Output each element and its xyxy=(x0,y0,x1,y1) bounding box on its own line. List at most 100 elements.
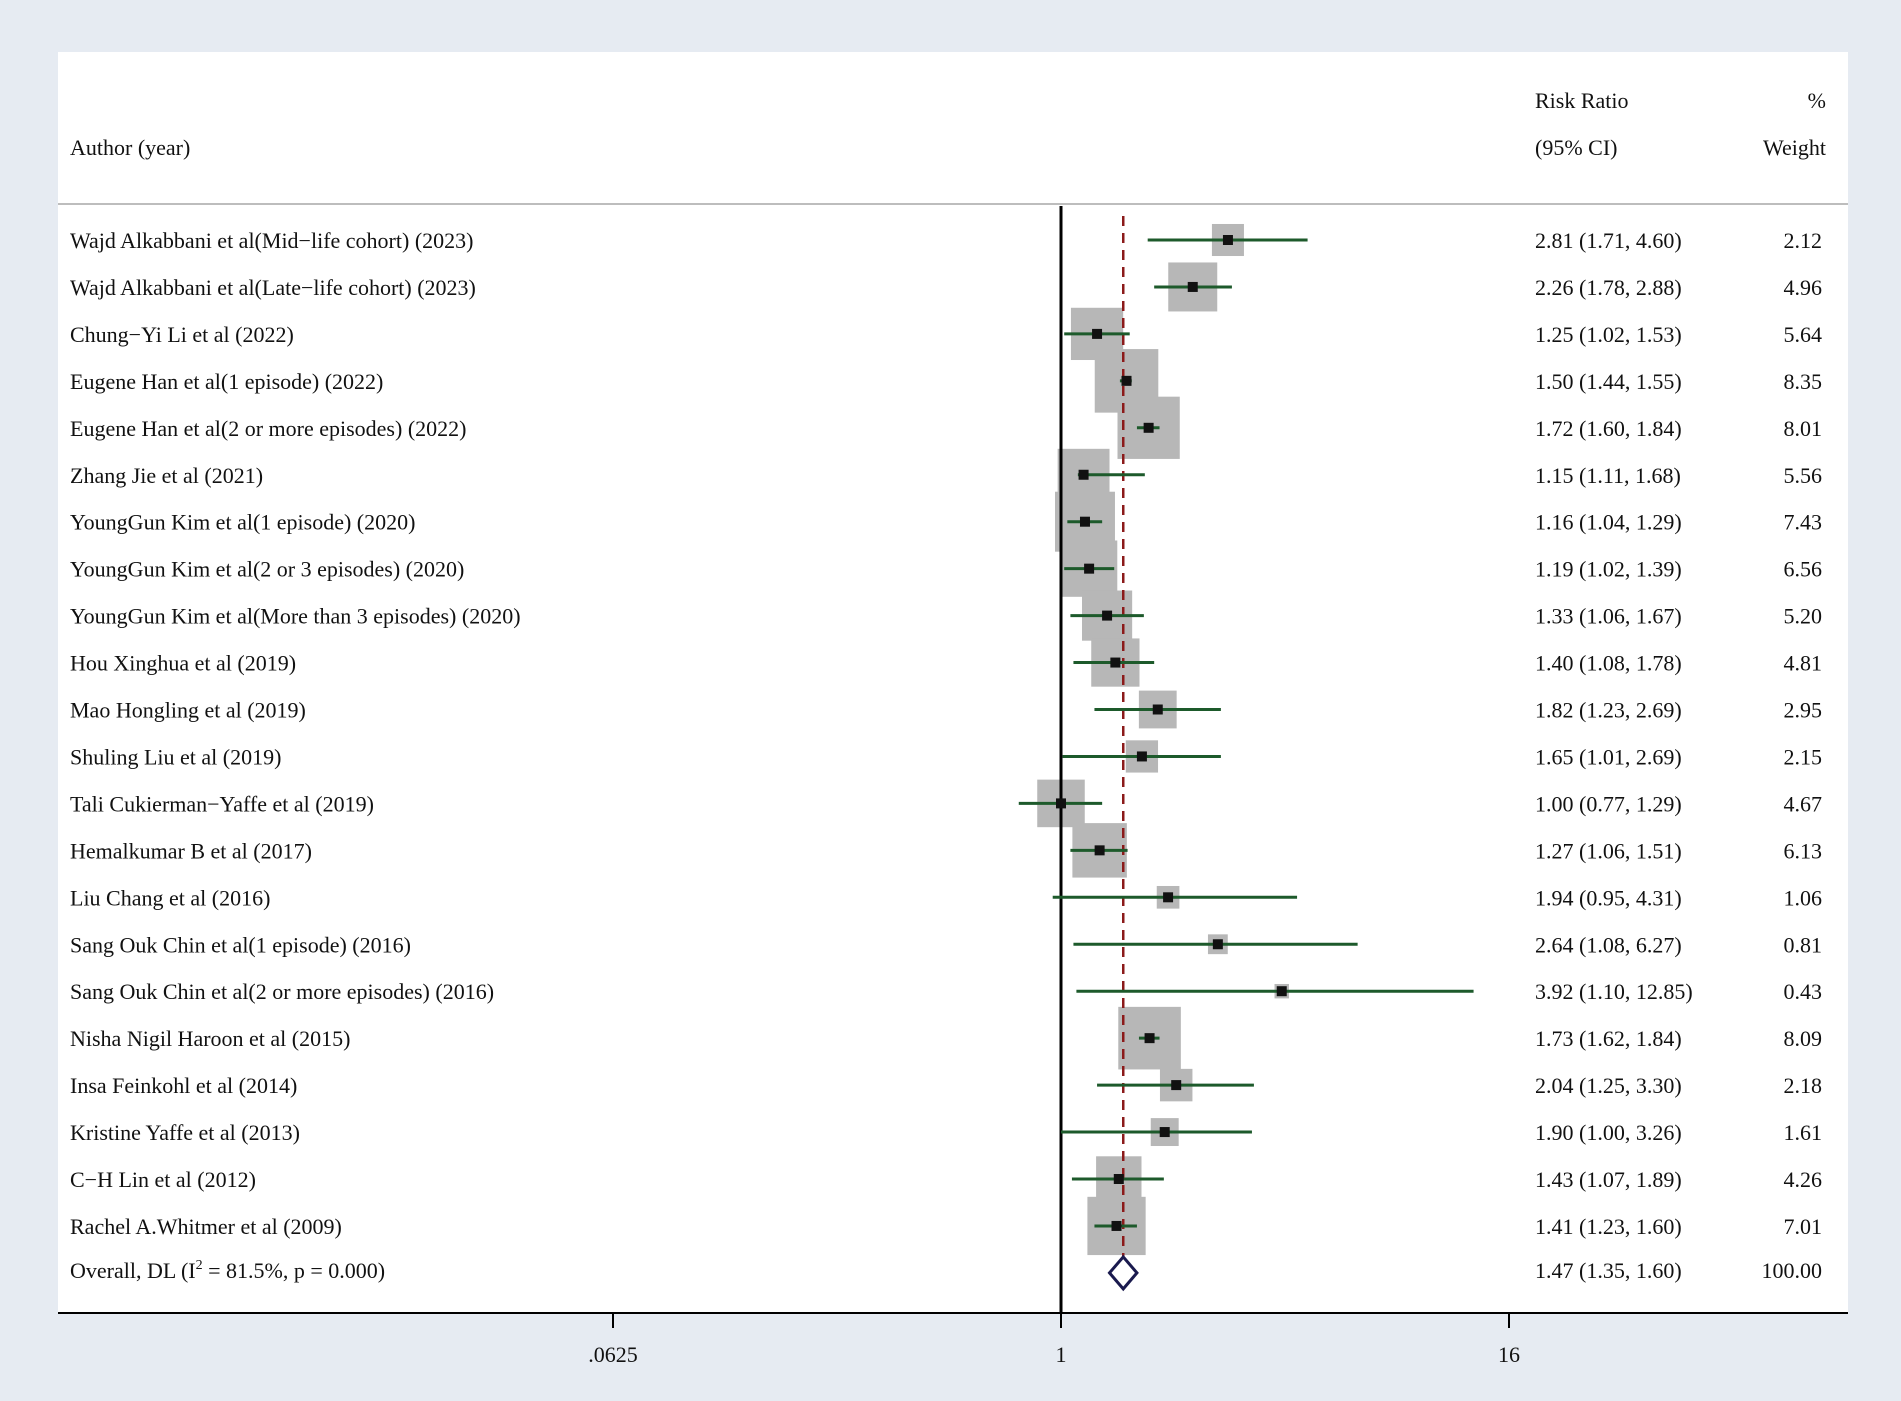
point-estimate xyxy=(1171,1080,1182,1091)
point-estimate xyxy=(1079,516,1090,527)
study-weight-value: 4.96 xyxy=(1784,275,1823,300)
header-author: Author (year) xyxy=(70,135,190,160)
study-label: Sang Ouk Chin et al(2 or more episodes) … xyxy=(70,979,494,1004)
point-estimate xyxy=(1102,610,1113,621)
header-ci: (95% CI) xyxy=(1535,135,1617,160)
header-percent: % xyxy=(1808,88,1826,113)
study-ci-value: 1.50 (1.44, 1.55) xyxy=(1535,369,1682,394)
overall-weight-value: 100.00 xyxy=(1762,1258,1823,1283)
study-label: YoungGun Kim et al(More than 3 episodes)… xyxy=(70,604,521,629)
study-weight-value: 2.18 xyxy=(1784,1073,1823,1098)
study-label: Kristine Yaffe et al (2013) xyxy=(70,1120,300,1145)
study-ci-value: 1.25 (1.02, 1.53) xyxy=(1535,322,1682,347)
study-label: YoungGun Kim et al(2 or 3 episodes) (202… xyxy=(70,557,464,582)
study-label: Rachel A.Whitmer et al (2009) xyxy=(70,1214,342,1239)
point-estimate xyxy=(1159,1127,1170,1138)
weight-values: 2.12 4.96 5.64 8.35 8.01 5.56 7.43 6.56 5.20 4.81… xyxy=(1784,228,1823,1239)
study-weight-value: 2.95 xyxy=(1784,698,1823,723)
study-ci-value: 1.33 (1.06, 1.67) xyxy=(1535,604,1682,629)
overall-label-prefix: Overall, DL (I xyxy=(70,1258,196,1283)
point-estimate xyxy=(1187,281,1198,292)
study-ci-value: 1.27 (1.06, 1.51) xyxy=(1535,838,1682,863)
study-label: Mao Hongling et al (2019) xyxy=(70,698,306,723)
study-label: Liu Chang et al (2016) xyxy=(70,885,270,910)
header-weight: Weight xyxy=(1763,135,1826,160)
study-weight-value: 4.26 xyxy=(1784,1167,1823,1192)
study-ci-value: 2.26 (1.78, 2.88) xyxy=(1535,275,1682,300)
study-weight-value: 5.20 xyxy=(1784,604,1823,629)
study-label: Zhang Jie et al (2021) xyxy=(70,463,263,488)
study-weight-value: 7.43 xyxy=(1784,510,1823,535)
point-estimate xyxy=(1094,845,1105,856)
study-ci-value: 2.04 (1.25, 3.30) xyxy=(1535,1073,1682,1098)
x-axis-ticks: .0625 1 16 xyxy=(588,1313,1520,1367)
study-ci-value: 1.15 (1.11, 1.68) xyxy=(1535,463,1681,488)
study-label: Wajd Alkabbani et al(Late−life cohort) (… xyxy=(70,275,476,300)
study-ci-value: 1.90 (1.00, 3.26) xyxy=(1535,1120,1682,1145)
study-weight-value: 6.56 xyxy=(1784,557,1823,582)
header-risk-ratio: Risk Ratio xyxy=(1535,88,1629,113)
study-label: Eugene Han et al(2 or more episodes) (20… xyxy=(70,416,466,441)
study-ci-value: 1.00 (0.77, 1.29) xyxy=(1535,791,1682,816)
study-ci-value: 1.43 (1.07, 1.89) xyxy=(1535,1167,1682,1192)
study-weight-value: 5.56 xyxy=(1784,463,1823,488)
study-weight-value: 8.01 xyxy=(1784,416,1823,441)
plot-panel xyxy=(58,52,1848,1313)
study-label: Eugene Han et al(1 episode) (2022) xyxy=(70,369,383,394)
study-ci-value: 3.92 (1.10, 12.85) xyxy=(1535,979,1693,1004)
study-labels: Wajd Alkabbani et al(Mid−life cohort) (2… xyxy=(70,228,521,1239)
overall-label: Overall, DL (I2 = 81.5%, p = 0.000) xyxy=(70,1258,385,1283)
ci-values: 2.81 (1.71, 4.60) 2.26 (1.78, 2.88) 1.25 (… xyxy=(1535,228,1693,1239)
point-estimate xyxy=(1078,469,1089,480)
point-estimate xyxy=(1144,1033,1155,1044)
overall-label-suffix: = 81.5%, p = 0.000) xyxy=(203,1258,385,1283)
x-tick-label: 16 xyxy=(1498,1342,1520,1367)
point-estimate xyxy=(1163,892,1174,903)
study-label: Wajd Alkabbani et al(Mid−life cohort) (2… xyxy=(70,228,473,253)
point-estimate xyxy=(1276,986,1287,997)
point-estimate xyxy=(1222,235,1233,245)
point-estimate xyxy=(1121,375,1132,386)
study-weight-value: 4.67 xyxy=(1784,791,1823,816)
study-ci-value: 1.94 (0.95, 4.31) xyxy=(1535,885,1682,910)
point-estimate xyxy=(1111,1220,1122,1231)
point-estimate xyxy=(1056,798,1066,809)
x-tick-label: .0625 xyxy=(588,1342,638,1367)
study-ci-value: 2.64 (1.08, 6.27) xyxy=(1535,932,1682,957)
study-weight-value: 5.64 xyxy=(1784,322,1823,347)
study-label: Hemalkumar B et al (2017) xyxy=(70,838,312,863)
point-estimate xyxy=(1084,563,1095,574)
study-ci-value: 1.65 (1.01, 2.69) xyxy=(1535,744,1682,769)
study-ci-value: 1.19 (1.02, 1.39) xyxy=(1535,557,1682,582)
study-ci-value: 1.72 (1.60, 1.84) xyxy=(1535,416,1682,441)
study-weight-value: 7.01 xyxy=(1784,1214,1823,1239)
study-ci-value: 1.40 (1.08, 1.78) xyxy=(1535,651,1682,676)
overall-label-sup: 2 xyxy=(196,1258,203,1273)
study-ci-value: 2.81 (1.71, 4.60) xyxy=(1535,228,1682,253)
study-weight-value: 6.13 xyxy=(1784,838,1823,863)
study-weight-value: 8.09 xyxy=(1784,1026,1823,1051)
point-estimate xyxy=(1113,1174,1124,1184)
point-estimate xyxy=(1152,704,1163,715)
study-weight-value: 8.35 xyxy=(1784,369,1823,394)
study-weight-value: 0.43 xyxy=(1784,979,1823,1004)
study-label: Chung−Yi Li et al (2022) xyxy=(70,322,294,347)
study-label: Sang Ouk Chin et al(1 episode) (2016) xyxy=(70,932,411,957)
point-estimates xyxy=(1056,235,1287,1231)
point-estimate xyxy=(1110,657,1121,668)
study-label: Tali Cukierman−Yaffe et al (2019) xyxy=(70,791,374,816)
study-weight-value: 1.61 xyxy=(1784,1120,1823,1145)
study-label: Shuling Liu et al (2019) xyxy=(70,744,281,769)
study-weight-value: 0.81 xyxy=(1784,932,1823,957)
point-estimate xyxy=(1092,328,1103,339)
study-ci-value: 1.82 (1.23, 2.69) xyxy=(1535,698,1682,723)
point-estimate xyxy=(1136,751,1147,762)
x-tick-label: 1 xyxy=(1056,1342,1067,1367)
study-weight-value: 4.81 xyxy=(1784,651,1823,676)
overall-diamond xyxy=(1107,1254,1139,1292)
point-estimate xyxy=(1143,422,1154,433)
study-label: Insa Feinkohl et al (2014) xyxy=(70,1073,297,1098)
study-ci-value: 1.73 (1.62, 1.84) xyxy=(1535,1026,1682,1051)
study-label: Nisha Nigil Haroon et al (2015) xyxy=(70,1026,350,1051)
